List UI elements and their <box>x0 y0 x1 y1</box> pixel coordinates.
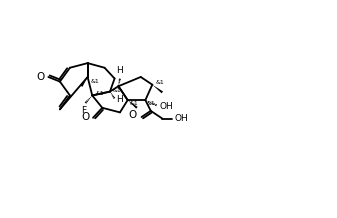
Text: &1: &1 <box>95 91 104 96</box>
Text: O: O <box>81 112 89 122</box>
Text: &1: &1 <box>147 101 156 106</box>
Polygon shape <box>152 85 163 93</box>
Text: &1: &1 <box>91 79 99 84</box>
Text: O: O <box>36 72 44 82</box>
Text: &1: &1 <box>155 80 164 85</box>
Text: H: H <box>116 66 123 75</box>
Text: F: F <box>81 106 86 115</box>
Text: OH: OH <box>159 102 173 111</box>
Text: O: O <box>129 111 137 121</box>
Polygon shape <box>128 100 137 109</box>
Polygon shape <box>81 77 88 87</box>
Text: &1: &1 <box>113 88 122 93</box>
Text: H: H <box>116 95 123 104</box>
Text: &1: &1 <box>130 101 139 106</box>
Text: OH: OH <box>175 114 188 123</box>
